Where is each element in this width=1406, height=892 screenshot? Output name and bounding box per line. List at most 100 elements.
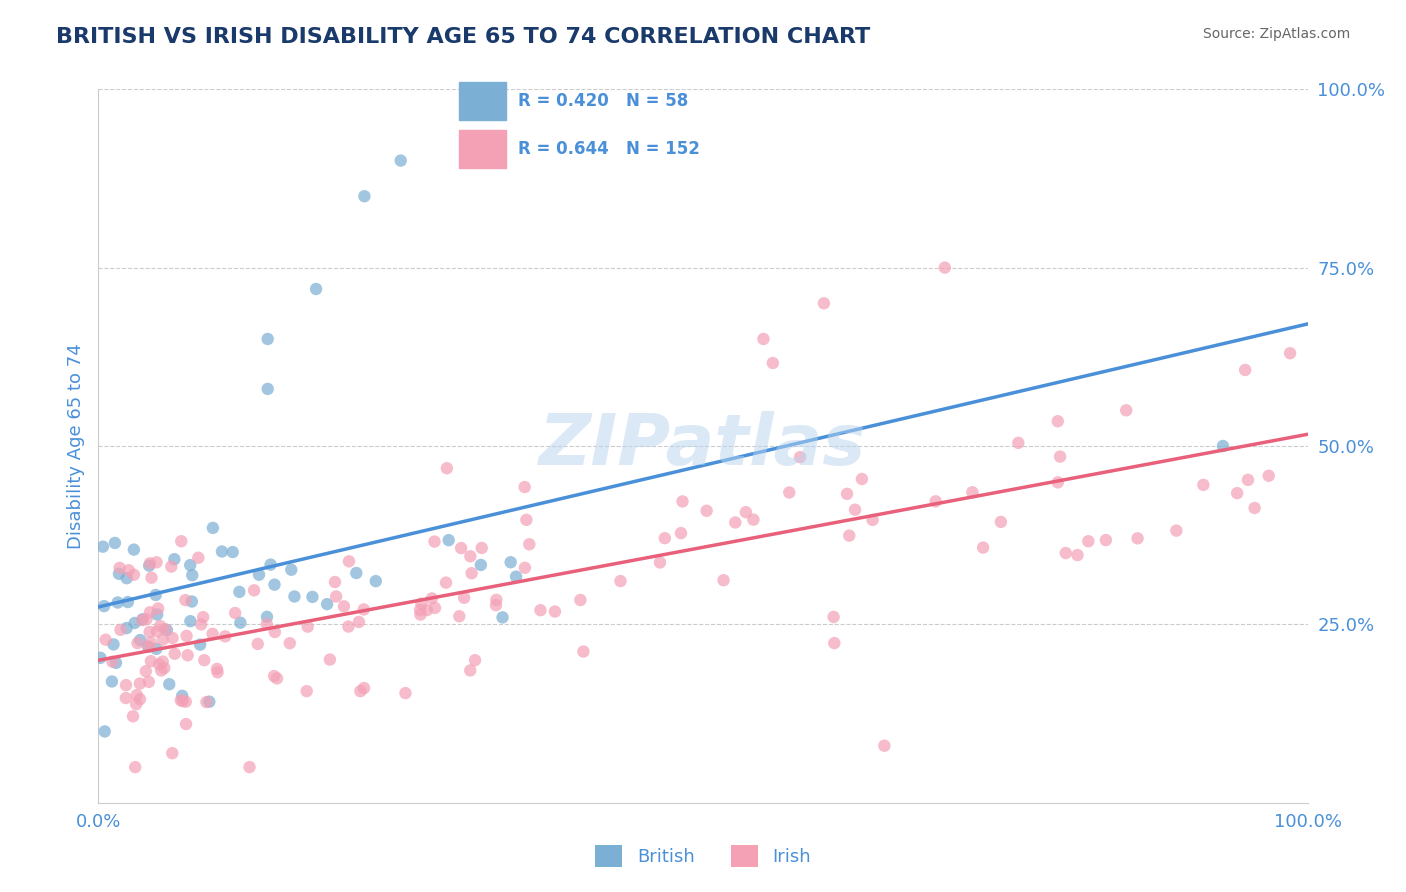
Point [195, 695, 218, 709]
FancyBboxPatch shape [460, 130, 506, 168]
Point [153, 622, 176, 636]
Point [201, 627, 224, 641]
Point [115, 621, 138, 635]
Point [179, 614, 201, 628]
Point [124, 615, 146, 630]
Point [128, 676, 150, 690]
Point [107, 595, 129, 609]
Point [243, 583, 266, 598]
Point [180, 594, 202, 608]
Point [1237, 473, 1260, 487]
Point [1126, 532, 1149, 546]
Point [198, 695, 221, 709]
Point [347, 615, 370, 629]
Point [851, 472, 873, 486]
Point [337, 619, 360, 633]
Point [146, 601, 169, 615]
Point [94, 632, 117, 647]
Point [141, 571, 163, 585]
Point [423, 601, 446, 615]
Point [222, 545, 245, 559]
Point [460, 549, 482, 564]
Text: R = 0.644   N = 152: R = 0.644 N = 152 [517, 141, 700, 159]
Point [139, 605, 162, 619]
Point [972, 541, 994, 555]
Point [411, 597, 433, 611]
Point [1226, 486, 1249, 500]
Point [353, 681, 375, 695]
Point [297, 620, 319, 634]
Point [1046, 475, 1069, 490]
Point [110, 623, 132, 637]
Point [742, 513, 765, 527]
Point [1212, 439, 1234, 453]
Point [323, 575, 346, 590]
Point [513, 480, 536, 494]
Point [172, 694, 194, 708]
Point [156, 623, 179, 637]
Point [823, 636, 845, 650]
Point [505, 569, 527, 583]
Point [190, 617, 212, 632]
Point [325, 590, 347, 604]
Point [93, 599, 115, 614]
Point [513, 561, 536, 575]
Point [259, 558, 281, 572]
Point [129, 633, 152, 648]
Point [148, 657, 170, 672]
Point [229, 615, 252, 630]
Point [1243, 500, 1265, 515]
Point [423, 534, 446, 549]
Point [172, 689, 194, 703]
Point [823, 610, 845, 624]
Point [305, 282, 328, 296]
Point [247, 567, 270, 582]
Point [131, 612, 153, 626]
Point [93, 724, 115, 739]
Point [450, 541, 472, 555]
Point [127, 636, 149, 650]
Point [152, 655, 174, 669]
Point [752, 332, 775, 346]
Point [280, 563, 302, 577]
Point [1046, 414, 1069, 428]
Point [115, 691, 138, 706]
Point [544, 605, 567, 619]
Point [129, 692, 152, 706]
Text: BRITISH VS IRISH DISABILITY AGE 65 TO 74 CORRELATION CHART: BRITISH VS IRISH DISABILITY AGE 65 TO 74… [56, 27, 870, 46]
Point [609, 574, 631, 588]
Point [735, 505, 758, 519]
Point [283, 590, 305, 604]
Point [146, 607, 169, 622]
Point [353, 189, 375, 203]
Point [115, 678, 138, 692]
Point [170, 534, 193, 549]
Point [263, 669, 285, 683]
Point [873, 739, 896, 753]
Point [1257, 468, 1279, 483]
Point [295, 684, 318, 698]
Point [117, 595, 139, 609]
Point [838, 528, 860, 542]
Point [145, 555, 167, 569]
Point [349, 684, 371, 698]
Point [364, 574, 387, 588]
Point [138, 558, 160, 573]
Point [160, 559, 183, 574]
Point [813, 296, 835, 310]
Point [778, 485, 800, 500]
Point [1166, 524, 1188, 538]
Point [762, 356, 785, 370]
Point [224, 606, 246, 620]
Point [470, 558, 492, 572]
Point [205, 662, 228, 676]
Point [316, 597, 339, 611]
Point [485, 592, 508, 607]
Point [135, 665, 157, 679]
Point [333, 599, 356, 614]
Point [389, 153, 412, 168]
Point [517, 537, 540, 551]
Point [153, 661, 176, 675]
Point [409, 607, 432, 622]
Point [491, 610, 513, 624]
